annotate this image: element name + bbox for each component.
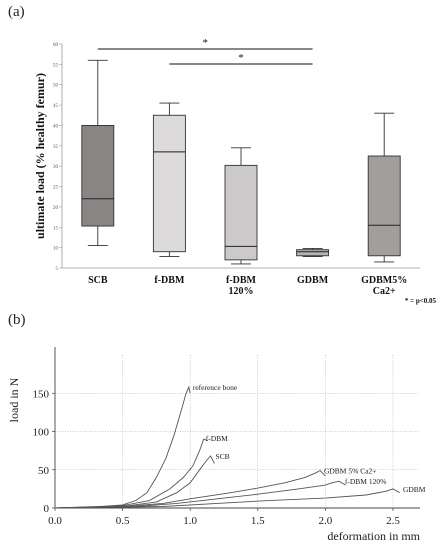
series-label: GDBM 5% Ca2+ [324,467,377,476]
x-tick-label: SCB [88,275,108,286]
series-line [54,480,346,509]
x-tick-label: 1.0 [183,515,197,527]
box [81,125,115,227]
x-tick-label: Ca2+ [373,286,396,297]
box [296,249,330,257]
x-tick-label: 2.0 [318,515,332,527]
series-line [54,455,215,509]
series-line [54,438,208,509]
x-tick-label: 1.5 [251,515,265,527]
x-tick-label: 0.0 [48,515,62,527]
y-tick-label: 150 [33,388,50,400]
series-label: f-DBM [206,434,228,443]
x-tick-label: GDBM5% [361,275,407,286]
y-tick-label: 40 [53,124,59,129]
x-tick-label: f-DBM [154,275,185,286]
panel-b-label: (b) [8,312,26,328]
line-chart: 0.0 0.5 1.0 1.5 2.0 2.5 0 50 100 150 load in N defo… [7,347,426,543]
x-tick-label: GDBM [297,275,329,286]
y-tick-label: 50 [38,465,50,477]
significance-star: * [202,37,208,49]
y-tick-label: 60 [53,43,59,48]
series-label: reference bone [193,383,238,392]
panel-a-label: (a) [8,4,25,20]
y-tick-label: 10 [53,247,59,252]
series-line [54,488,400,509]
series-line [54,385,191,509]
y-tick-label: 100 [33,427,50,439]
box [367,155,401,257]
y-axis-title: ultimate load (% healthy femur) [33,73,47,239]
x-tick-label: 2.5 [386,515,400,527]
significance-note: * = p<0.05 [405,297,437,305]
series-label: f-DBM 120% [345,477,386,486]
y-tick-label: 30 [53,165,59,170]
series-label: SCB [215,452,229,461]
x-tick-label: 0.5 [116,515,130,527]
y-tick-label: 25 [53,186,59,191]
y-tick-label: 5 [56,267,59,272]
y-tick-label: 15 [53,226,59,231]
series-label: GDBM [403,485,426,494]
y-tick-label: 45 [53,104,59,109]
box-plot: 5 10 15 20 25 30 35 40 45 50 55 60 ultimate load (% … [33,37,436,305]
box [152,114,186,253]
y-tick-label: 35 [53,145,59,150]
y-tick-label: 20 [53,206,59,211]
x-tick-label: f-DBM [226,275,257,286]
y-tick-label: 55 [53,63,59,68]
series-line [54,469,326,509]
y-tick-label: 0 [44,503,50,515]
x-tick-label: 120% [229,286,254,297]
box [224,164,258,261]
y-tick-label: 50 [53,84,59,89]
significance-star: * [238,52,244,64]
x-axis-title: deformation in mm [327,529,420,543]
y-axis-title: load in N [7,377,21,422]
